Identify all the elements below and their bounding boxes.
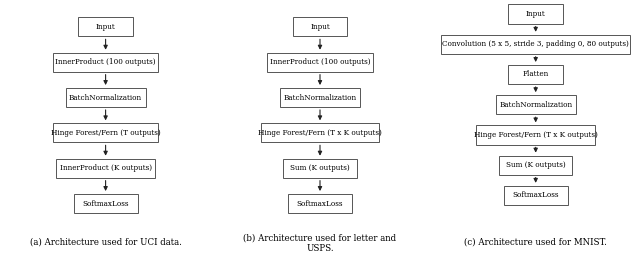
- Text: InnerProduct (100 outputs): InnerProduct (100 outputs): [55, 58, 156, 66]
- Text: Hinge Forest/Fern (T outputs): Hinge Forest/Fern (T outputs): [51, 129, 161, 137]
- FancyBboxPatch shape: [53, 53, 159, 72]
- Text: BatchNormalization: BatchNormalization: [69, 93, 142, 102]
- Text: SoftmaxLoss: SoftmaxLoss: [297, 199, 343, 208]
- Text: (a) Architecture used for UCI data.: (a) Architecture used for UCI data.: [29, 237, 182, 247]
- FancyBboxPatch shape: [280, 88, 360, 107]
- Text: Flatten: Flatten: [522, 70, 549, 79]
- Text: SoftmaxLoss: SoftmaxLoss: [83, 199, 129, 208]
- Text: InnerProduct (K outputs): InnerProduct (K outputs): [60, 164, 152, 172]
- Text: Input: Input: [96, 23, 115, 31]
- FancyBboxPatch shape: [476, 125, 595, 144]
- Text: Hinge Forest/Fern (T x K outputs): Hinge Forest/Fern (T x K outputs): [258, 129, 382, 137]
- Text: BatchNormalization: BatchNormalization: [499, 101, 572, 109]
- FancyBboxPatch shape: [499, 155, 573, 175]
- FancyBboxPatch shape: [442, 35, 630, 54]
- FancyBboxPatch shape: [74, 194, 138, 213]
- FancyBboxPatch shape: [509, 65, 563, 84]
- Text: SoftmaxLoss: SoftmaxLoss: [513, 191, 559, 199]
- Text: Sum (K outputs): Sum (K outputs): [506, 161, 566, 169]
- FancyBboxPatch shape: [268, 53, 372, 72]
- FancyBboxPatch shape: [261, 123, 380, 142]
- FancyBboxPatch shape: [509, 5, 563, 24]
- FancyBboxPatch shape: [283, 158, 357, 178]
- FancyBboxPatch shape: [53, 123, 159, 142]
- FancyBboxPatch shape: [495, 95, 576, 114]
- Text: (c) Architecture used for MNIST.: (c) Architecture used for MNIST.: [464, 237, 607, 247]
- FancyBboxPatch shape: [66, 88, 146, 107]
- FancyBboxPatch shape: [504, 186, 568, 205]
- Text: InnerProduct (100 outputs): InnerProduct (100 outputs): [269, 58, 371, 66]
- FancyBboxPatch shape: [79, 17, 133, 36]
- FancyBboxPatch shape: [288, 194, 352, 213]
- Text: Hinge Forest/Fern (T x K outputs): Hinge Forest/Fern (T x K outputs): [474, 131, 598, 139]
- Text: Input: Input: [526, 10, 545, 18]
- Text: BatchNormalization: BatchNormalization: [284, 93, 356, 102]
- FancyBboxPatch shape: [293, 17, 347, 36]
- Text: (b) Architecture used for letter and
USPS.: (b) Architecture used for letter and USP…: [243, 234, 397, 253]
- Text: Sum (K outputs): Sum (K outputs): [290, 164, 350, 172]
- FancyBboxPatch shape: [56, 158, 155, 178]
- Text: Input: Input: [310, 23, 330, 31]
- Text: Convolution (5 x 5, stride 3, padding 0, 80 outputs): Convolution (5 x 5, stride 3, padding 0,…: [442, 40, 629, 48]
